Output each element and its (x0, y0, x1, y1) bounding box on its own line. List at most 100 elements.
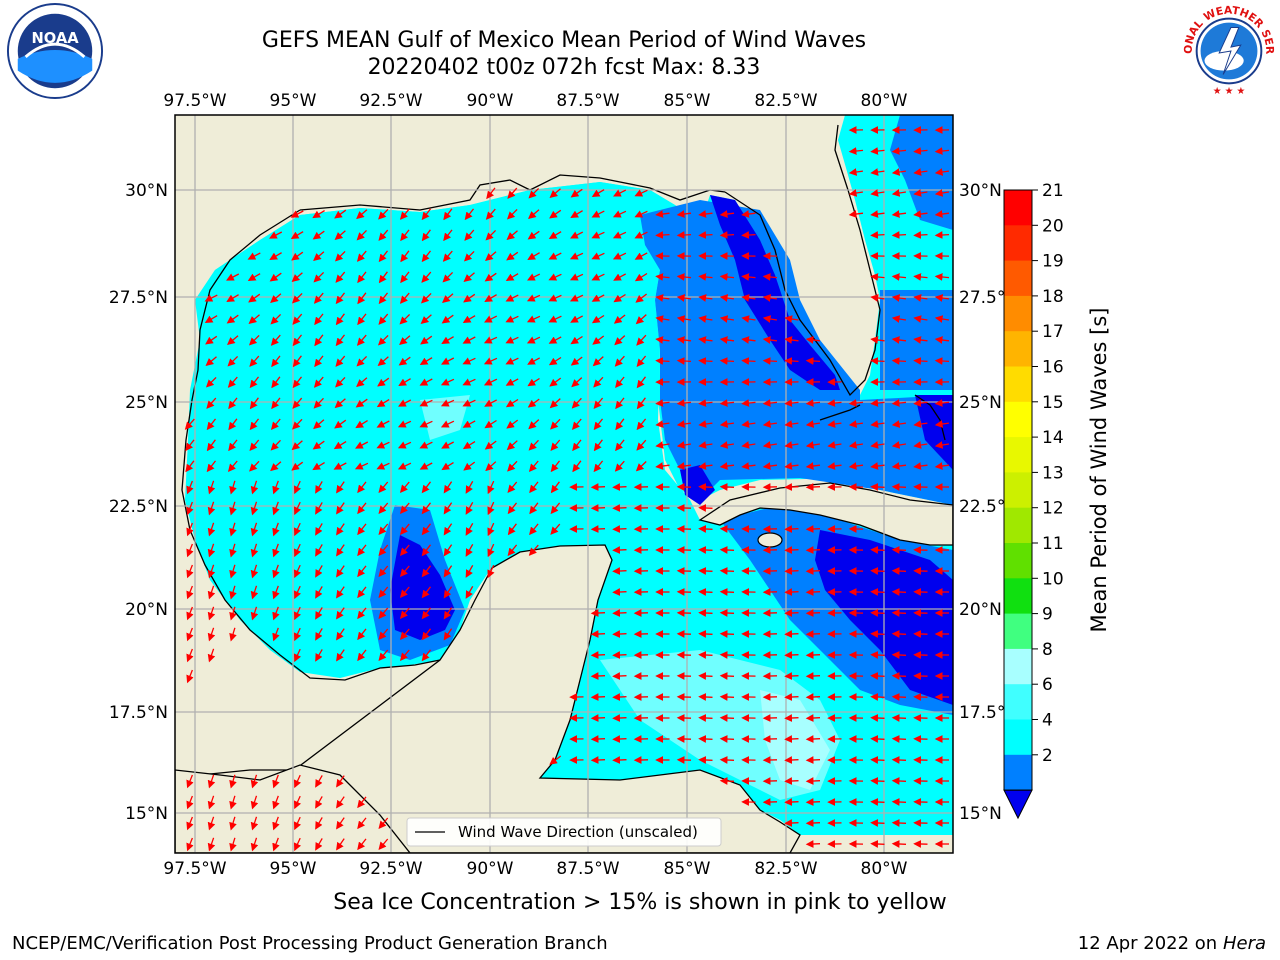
wind-wave-arrow (357, 292, 367, 305)
wind-wave-arrow (269, 272, 282, 282)
wind-wave-arrow (248, 314, 260, 325)
colorbar-segment (1004, 719, 1032, 756)
wind-wave-arrow (805, 336, 821, 344)
wind-wave-arrow (698, 735, 713, 743)
wind-wave-arrow (891, 609, 907, 617)
wind-wave-arrow (465, 543, 474, 557)
wind-wave-arrow (421, 607, 432, 620)
wind-wave-arrow (698, 630, 713, 638)
wind-wave-arrow (378, 838, 389, 850)
wind-wave-arrow (527, 230, 540, 240)
wind-wave-arrow (315, 565, 323, 578)
wind-wave-arrow (891, 147, 907, 155)
wind-wave-arrow (741, 210, 756, 218)
wind-wave-arrow (400, 250, 410, 263)
wind-wave-arrow (655, 273, 670, 281)
wind-wave-arrow (507, 523, 517, 536)
wind-wave-arrow (505, 294, 519, 302)
wind-wave-arrow (934, 336, 950, 344)
wind-wave-arrow (336, 523, 345, 536)
wind-wave-arrow (636, 334, 647, 346)
wind-wave-arrow (315, 502, 323, 515)
wind-wave-arrow (272, 606, 280, 621)
wind-wave-arrow (891, 714, 907, 722)
wind-wave-arrow (590, 693, 606, 701)
wind-wave-arrow (312, 440, 325, 450)
wind-wave-arrow (441, 314, 454, 324)
lon-label-bottom: 85°W (664, 859, 711, 879)
wind-wave-arrow (698, 336, 713, 344)
wind-wave-arrow (421, 229, 431, 242)
wind-wave-arrow (548, 273, 562, 281)
wind-wave-arrow (419, 420, 433, 428)
wind-wave-arrow (336, 586, 345, 599)
wind-wave-arrow (805, 588, 821, 596)
wind-wave-arrow (399, 607, 410, 619)
wind-wave-arrow (719, 441, 735, 449)
wind-wave-arrow (719, 294, 734, 302)
wind-wave-arrow (206, 460, 217, 473)
wind-wave-arrow (250, 774, 259, 789)
wind-wave-arrow (315, 607, 323, 620)
wind-wave-arrow (870, 357, 885, 365)
wind-wave-arrow (440, 378, 455, 386)
wind-wave-arrow (590, 714, 606, 722)
wind-wave-arrow (293, 564, 302, 579)
wind-wave-arrow (336, 607, 345, 620)
wind-wave-arrow (870, 147, 885, 155)
wind-wave-arrow (227, 335, 239, 346)
wind-wave-arrow (676, 399, 692, 407)
wind-wave-arrow (227, 355, 239, 367)
wind-wave-arrow (698, 546, 713, 554)
wind-wave-arrow (526, 294, 541, 302)
wind-wave-arrow (741, 357, 756, 365)
wind-wave-arrow (784, 441, 799, 449)
wind-wave-arrow (784, 651, 799, 659)
wind-wave-arrow (676, 273, 692, 281)
wind-wave-arrow (698, 420, 713, 428)
wind-wave-arrow (612, 735, 627, 743)
wind-wave-arrow (485, 208, 496, 220)
wind-wave-arrow (719, 567, 735, 575)
wind-wave-arrow (291, 461, 304, 471)
wind-wave-arrow (870, 735, 885, 743)
wind-wave-arrow (507, 544, 518, 557)
wind-wave-arrow (891, 210, 907, 218)
wind-wave-arrow (313, 397, 324, 409)
wind-wave-arrow (357, 817, 367, 830)
wind-wave-arrow (378, 586, 389, 598)
wind-wave-arrow (443, 481, 453, 494)
wind-wave-arrow (934, 210, 950, 218)
wind-wave-arrow (249, 418, 260, 431)
wind-wave-arrow (507, 481, 518, 493)
wind-wave-arrow (315, 481, 323, 494)
wind-wave-arrow (548, 252, 562, 260)
lat-labels-left: 30°N 27.5°N 25°N 22.5°N 20°N 17.5°N 15°N (109, 181, 168, 824)
wind-wave-arrow (676, 420, 691, 428)
wind-wave-arrow (870, 462, 885, 470)
colorbar-segment (1004, 295, 1032, 332)
wind-wave-arrow (206, 418, 217, 431)
wind-wave-arrow (719, 273, 735, 281)
wind-wave-arrow (655, 399, 670, 407)
wind-wave-arrow (271, 355, 281, 368)
colorbar-segment (1004, 190, 1032, 226)
wind-wave-arrow (805, 819, 821, 827)
wind-wave-arrow (270, 293, 282, 304)
wind-wave-arrow (527, 273, 541, 281)
wind-wave-arrow (719, 483, 735, 491)
wind-wave-arrow (506, 208, 518, 220)
wind-wave-arrow (249, 397, 259, 410)
wind-wave-arrow (378, 208, 389, 220)
wind-wave-arrow (805, 546, 821, 554)
wind-wave-arrow (805, 735, 821, 743)
wind-wave-arrow (335, 376, 346, 388)
wind-wave-arrow (741, 315, 756, 323)
wind-wave-arrow (548, 294, 562, 302)
colorbar-tick-label: 4 (1042, 711, 1053, 731)
wind-wave-arrow (612, 756, 627, 764)
wind-wave-arrow (655, 315, 670, 323)
wind-wave-arrow (377, 377, 390, 387)
map-figure: 97.5°W 95°W 92.5°W 90°W 87.5°W 85°W 82.5… (109, 91, 1111, 879)
wind-wave-arrow (314, 355, 324, 368)
